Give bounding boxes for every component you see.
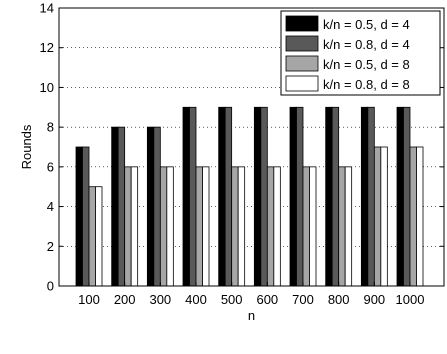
y-axis-label: Rounds xyxy=(19,124,34,169)
bar xyxy=(253,106,262,287)
bar xyxy=(296,106,304,287)
y-tick-label: 8 xyxy=(47,120,54,135)
bar xyxy=(95,186,103,287)
bar xyxy=(266,166,275,287)
bar xyxy=(373,146,382,287)
x-tick-label: 100 xyxy=(78,292,100,307)
bar xyxy=(82,146,90,287)
bar xyxy=(360,106,369,287)
x-tick-label: 800 xyxy=(328,292,350,307)
y-tick-label: 10 xyxy=(40,80,54,95)
x-tick-label: 500 xyxy=(221,292,243,307)
bar xyxy=(202,166,210,287)
y-tick-label: 4 xyxy=(47,199,54,214)
bar xyxy=(189,106,197,287)
bar xyxy=(166,166,174,287)
bar xyxy=(124,166,132,287)
legend-label: k/n = 0.5, d = 8 xyxy=(323,57,410,72)
legend-swatch xyxy=(285,55,319,72)
bar xyxy=(231,166,239,287)
bar xyxy=(403,106,411,287)
x-tick-label: 600 xyxy=(256,292,278,307)
x-axis-ticks: 100 200 300 400 500 600 700 800 900 1000 xyxy=(78,282,424,307)
x-tick-label: 300 xyxy=(149,292,171,307)
bar xyxy=(309,166,317,287)
legend-swatch xyxy=(285,75,319,92)
bar xyxy=(416,146,424,287)
bar xyxy=(182,106,190,287)
x-tick-label: 400 xyxy=(185,292,207,307)
bar xyxy=(117,126,126,287)
y-axis-ticks: 0 2 4 6 8 10 12 14 xyxy=(40,1,444,294)
bar xyxy=(380,146,388,287)
bar xyxy=(237,166,246,287)
x-tick-label: 700 xyxy=(292,292,314,307)
bar xyxy=(153,126,161,287)
bar xyxy=(331,106,340,287)
legend-label: k/n = 0.8, d = 4 xyxy=(323,37,410,52)
bar xyxy=(218,106,226,287)
y-tick-label: 12 xyxy=(40,40,54,55)
bar xyxy=(344,166,353,287)
bar xyxy=(367,106,375,287)
bar xyxy=(130,166,139,287)
bar xyxy=(289,106,297,287)
bar xyxy=(146,126,155,287)
legend-label: k/n = 0.8, d = 8 xyxy=(323,77,410,92)
y-tick-label: 14 xyxy=(40,1,54,16)
legend-swatch xyxy=(285,15,319,32)
bar xyxy=(273,166,281,287)
bar xyxy=(224,106,233,287)
x-tick-label: 1000 xyxy=(396,292,425,307)
y-tick-label: 6 xyxy=(47,159,54,174)
bar xyxy=(409,146,417,287)
x-tick-label: 200 xyxy=(114,292,136,307)
legend-label: k/n = 0.5, d = 4 xyxy=(323,17,410,32)
bar xyxy=(338,166,346,287)
legend-swatch xyxy=(285,35,319,52)
y-tick-label: 0 xyxy=(47,279,54,294)
x-axis-label: n xyxy=(248,308,255,323)
x-tick-label: 900 xyxy=(363,292,385,307)
plot-frame xyxy=(58,7,445,287)
bar xyxy=(260,106,268,287)
bar xyxy=(195,166,203,287)
bar xyxy=(159,166,168,287)
legend: k/n = 0.5, d = 4 k/n = 0.8, d = 4 k/n = 0.… xyxy=(280,10,441,96)
bar xyxy=(325,106,333,287)
bar xyxy=(396,106,404,287)
bar xyxy=(75,146,83,287)
bar xyxy=(302,166,310,287)
bar xyxy=(111,126,119,287)
y-tick-label: 2 xyxy=(47,239,54,254)
bar xyxy=(88,186,96,287)
bars xyxy=(75,106,424,287)
